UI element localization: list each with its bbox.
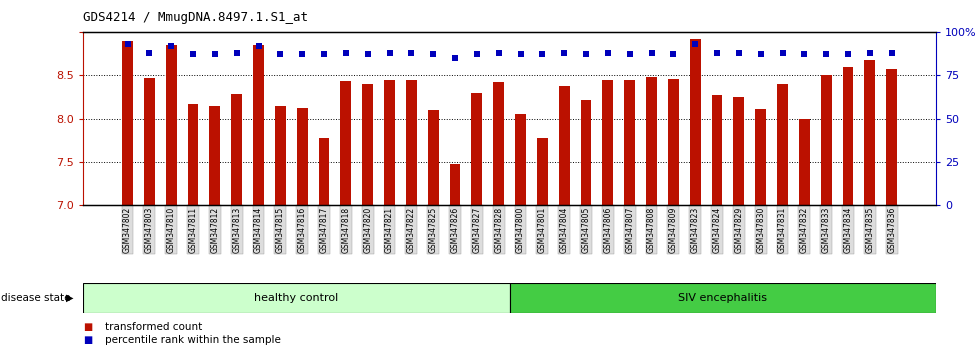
Bar <box>510 283 936 313</box>
Point <box>710 50 725 56</box>
Bar <box>363 84 373 205</box>
Point <box>185 52 201 57</box>
Point <box>360 52 375 57</box>
Point <box>578 52 594 57</box>
Point <box>534 52 550 57</box>
Bar <box>603 80 613 205</box>
Point <box>818 52 834 57</box>
Point <box>381 50 397 56</box>
Bar <box>668 79 679 205</box>
Bar <box>843 67 854 205</box>
Point <box>884 50 900 56</box>
Bar <box>384 80 395 205</box>
Point <box>272 52 288 57</box>
Point <box>840 52 856 57</box>
Bar <box>864 59 875 205</box>
Text: percentile rank within the sample: percentile rank within the sample <box>105 335 280 345</box>
Point <box>141 50 157 56</box>
Bar <box>493 82 504 205</box>
Bar <box>799 119 809 205</box>
Point <box>317 52 332 57</box>
Text: SIV encephalitis: SIV encephalitis <box>678 293 767 303</box>
Point <box>207 52 222 57</box>
Point <box>491 50 507 56</box>
Point <box>338 50 354 56</box>
Point <box>687 41 703 47</box>
Point <box>513 52 528 57</box>
Point <box>447 55 463 61</box>
Point <box>229 50 245 56</box>
Bar <box>756 109 766 205</box>
Text: ■: ■ <box>83 335 92 345</box>
Bar <box>83 283 510 313</box>
Bar <box>777 84 788 205</box>
Bar <box>144 78 155 205</box>
Bar <box>690 39 701 205</box>
Point <box>120 41 135 47</box>
Point <box>294 52 310 57</box>
Point <box>644 50 660 56</box>
Bar <box>580 99 592 205</box>
Point <box>251 43 267 48</box>
Bar <box>886 69 897 205</box>
Text: GDS4214 / MmugDNA.8497.1.S1_at: GDS4214 / MmugDNA.8497.1.S1_at <box>83 11 309 24</box>
Bar <box>274 105 286 205</box>
Bar <box>406 80 416 205</box>
Point <box>862 50 878 56</box>
Text: ■: ■ <box>83 322 92 332</box>
Bar <box>297 108 308 205</box>
Bar <box>231 94 242 205</box>
Bar <box>515 114 526 205</box>
Bar <box>733 97 745 205</box>
Point <box>469 52 485 57</box>
Text: healthy control: healthy control <box>255 293 338 303</box>
Text: ▶: ▶ <box>66 293 74 303</box>
Bar <box>471 92 482 205</box>
Bar <box>820 75 832 205</box>
Bar <box>646 77 657 205</box>
Point <box>731 50 747 56</box>
Point <box>164 43 179 48</box>
Bar <box>427 110 439 205</box>
Point <box>774 50 790 56</box>
Point <box>425 52 441 57</box>
Point <box>797 52 812 57</box>
Bar <box>318 138 329 205</box>
Point <box>404 50 419 56</box>
Point <box>600 50 615 56</box>
Point <box>665 52 681 57</box>
Bar <box>253 45 264 205</box>
Bar <box>340 81 351 205</box>
Point <box>753 52 768 57</box>
Text: transformed count: transformed count <box>105 322 202 332</box>
Point <box>622 52 638 57</box>
Bar <box>624 80 635 205</box>
Bar <box>166 45 176 205</box>
Bar <box>450 164 461 205</box>
Bar <box>122 41 133 205</box>
Bar <box>711 95 722 205</box>
Bar <box>187 104 199 205</box>
Bar <box>537 138 548 205</box>
Text: disease state: disease state <box>1 293 71 303</box>
Bar <box>559 86 569 205</box>
Point <box>557 50 572 56</box>
Bar <box>210 105 220 205</box>
